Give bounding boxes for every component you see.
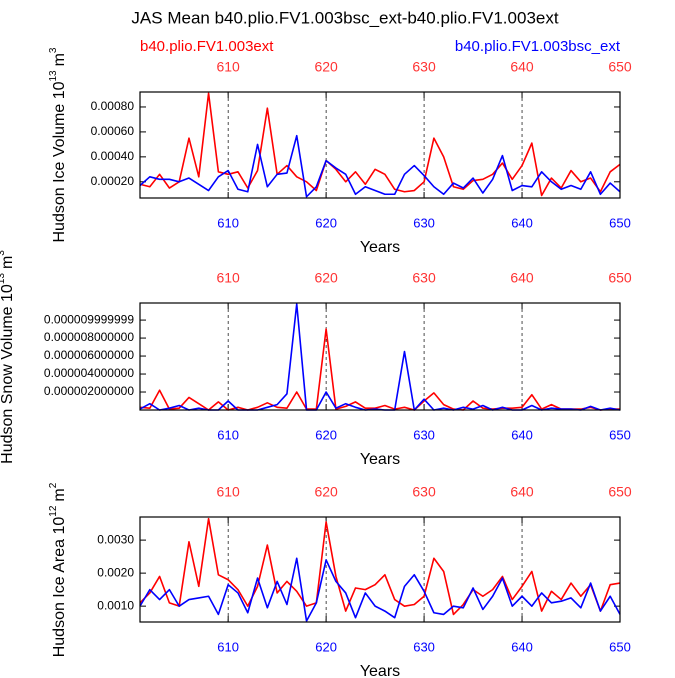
y-axis-label-unit: m (51, 53, 68, 66)
x-tick-label: 640 (511, 215, 533, 230)
x-tick-label: 650 (609, 427, 631, 442)
x-top-tick-label: 630 (412, 484, 436, 500)
legend-entry: b40.plio.FV1.003ext (140, 38, 274, 55)
y-axis-label-text: Hudson Snow Volume 10 (0, 284, 16, 464)
data-line (139, 134, 621, 198)
y-axis-label-text: Hudson Ice Volume 10 (51, 81, 68, 242)
x-axis-label: Years (360, 663, 400, 678)
legend-entry: b40.plio.FV1.003bsc_ext (455, 38, 621, 55)
x-top-tick-label: 610 (216, 59, 240, 75)
y-axis-label-unit: m (0, 256, 16, 269)
x-top-tick-label: 610 (216, 484, 240, 500)
x-tick-label: 620 (315, 639, 337, 654)
y-tick-label: 0.000008000000 (44, 330, 134, 344)
x-top-tick-label: 630 (412, 270, 436, 286)
y-axis-label-power: 3 (0, 250, 7, 256)
y-tick-label: 0.00060 (91, 124, 135, 138)
y-axis-label-text: Hudson Ice Area 10 (51, 517, 68, 658)
data-line (139, 303, 621, 411)
x-top-tick-label: 650 (608, 59, 632, 75)
x-tick-label: 640 (511, 427, 533, 442)
y-axis-label: Hudson Ice Volume 1013 m3 (48, 47, 69, 242)
y-axis-label: Hudson Ice Area 1012 m2 (48, 482, 69, 657)
x-tick-label: 620 (315, 215, 337, 230)
x-top-tick-label: 640 (510, 484, 534, 500)
y-axis-label-unit: m (51, 488, 68, 501)
x-tick-label: 630 (413, 427, 435, 442)
data-line (139, 517, 621, 616)
x-top-tick-label: 620 (314, 484, 338, 500)
x-tick-label: 650 (609, 215, 631, 230)
x-top-tick-label: 640 (510, 270, 534, 286)
y-axis-label-power: 12 (48, 505, 59, 517)
y-tick-label: 0.000004000000 (44, 366, 134, 380)
y-axis-label-power: 2 (48, 482, 59, 488)
x-tick-label: 630 (413, 639, 435, 654)
x-top-tick-label: 620 (314, 59, 338, 75)
x-axis-label: Years (360, 239, 400, 256)
x-tick-label: 650 (609, 639, 631, 654)
y-axis-label-power: 13 (0, 273, 7, 285)
x-top-tick-label: 650 (608, 270, 632, 286)
x-axis-label: Years (360, 451, 400, 468)
y-tick-label: 0.0030 (97, 532, 134, 546)
plot-frame (139, 91, 621, 199)
y-tick-label: 0.00020 (91, 174, 135, 188)
plot-frame (139, 516, 621, 623)
y-tick-label: 0.000009999999 (44, 312, 134, 326)
x-top-tick-label: 640 (510, 59, 534, 75)
x-tick-label: 630 (413, 215, 435, 230)
x-tick-label: 640 (511, 639, 533, 654)
y-tick-label: 0.0020 (97, 565, 134, 579)
x-tick-label: 610 (217, 427, 239, 442)
x-tick-label: 610 (217, 215, 239, 230)
x-top-tick-label: 610 (216, 270, 240, 286)
y-tick-label: 0.000006000000 (44, 348, 134, 362)
y-axis-label-power: 13 (48, 70, 59, 82)
plot-frame (139, 302, 621, 411)
x-tick-label: 610 (217, 639, 239, 654)
y-axis-label: Hudson Snow Volume 1013 m3 (0, 250, 16, 464)
chart-title: JAS Mean b40.plio.FV1.003bsc_ext-b40.pli… (131, 8, 558, 27)
y-tick-label: 0.00040 (91, 149, 135, 163)
x-top-tick-label: 630 (412, 59, 436, 75)
y-axis-label-power: 3 (48, 47, 59, 53)
y-tick-label: 0.00080 (91, 99, 135, 113)
data-line (139, 557, 621, 622)
x-top-tick-label: 620 (314, 270, 338, 286)
x-top-tick-label: 650 (608, 484, 632, 500)
data-line (139, 328, 620, 411)
y-tick-label: 0.0010 (97, 598, 134, 612)
x-tick-label: 620 (315, 427, 337, 442)
y-tick-label: 0.000002000000 (44, 384, 134, 398)
data-line (139, 92, 621, 197)
